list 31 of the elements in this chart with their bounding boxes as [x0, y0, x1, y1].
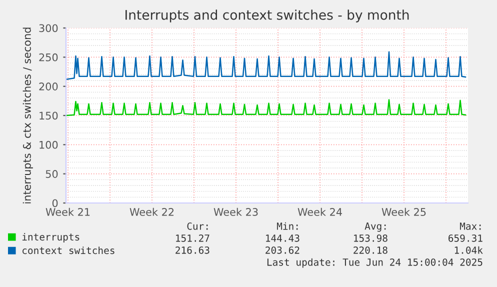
x-tick-label: Week 21 — [46, 208, 90, 216]
text: Last update: Tue Jun 24 15:00:04 2025 — [267, 258, 482, 268]
text: 203.62 — [266, 246, 300, 254]
text: Avg: — [364, 222, 386, 232]
x-tick-label: Week 23 — [214, 208, 258, 216]
text: 153.98 — [354, 234, 388, 242]
y-tick-label: 300 — [39, 24, 58, 32]
text: 1.04k — [454, 246, 483, 254]
x-tick-label: Week 24 — [298, 208, 342, 216]
y-axis-title: interrupts & ctx switches / second — [22, 28, 33, 204]
text: 659.31 — [448, 234, 482, 242]
y-tick-label: 200 — [39, 82, 58, 90]
y-tick-label: 0 — [52, 199, 58, 208]
x-tick-label: Week 22 — [130, 208, 174, 216]
text: Min: — [276, 222, 298, 230]
legend-label: interrupts — [22, 233, 80, 242]
legend-label: context switches — [22, 246, 114, 254]
text: 220.18 — [354, 246, 388, 254]
y-tick-label: 100 — [40, 140, 58, 149]
line-series — [66, 51, 466, 80]
line-series — [66, 99, 466, 116]
text: Max: — [460, 222, 481, 230]
y-tick-label: 50 — [46, 170, 58, 178]
y-tick-label: 250 — [39, 53, 58, 62]
chart-title: Interrupts and context switches - by month — [126, 10, 409, 22]
text: 151.27 — [176, 234, 210, 242]
text: 144.43 — [266, 234, 300, 242]
text: 216.63 — [176, 246, 210, 254]
text: Cur: — [187, 222, 208, 230]
y-tick-label: 150 — [40, 112, 58, 120]
x-tick-label: Week 25 — [382, 208, 426, 216]
